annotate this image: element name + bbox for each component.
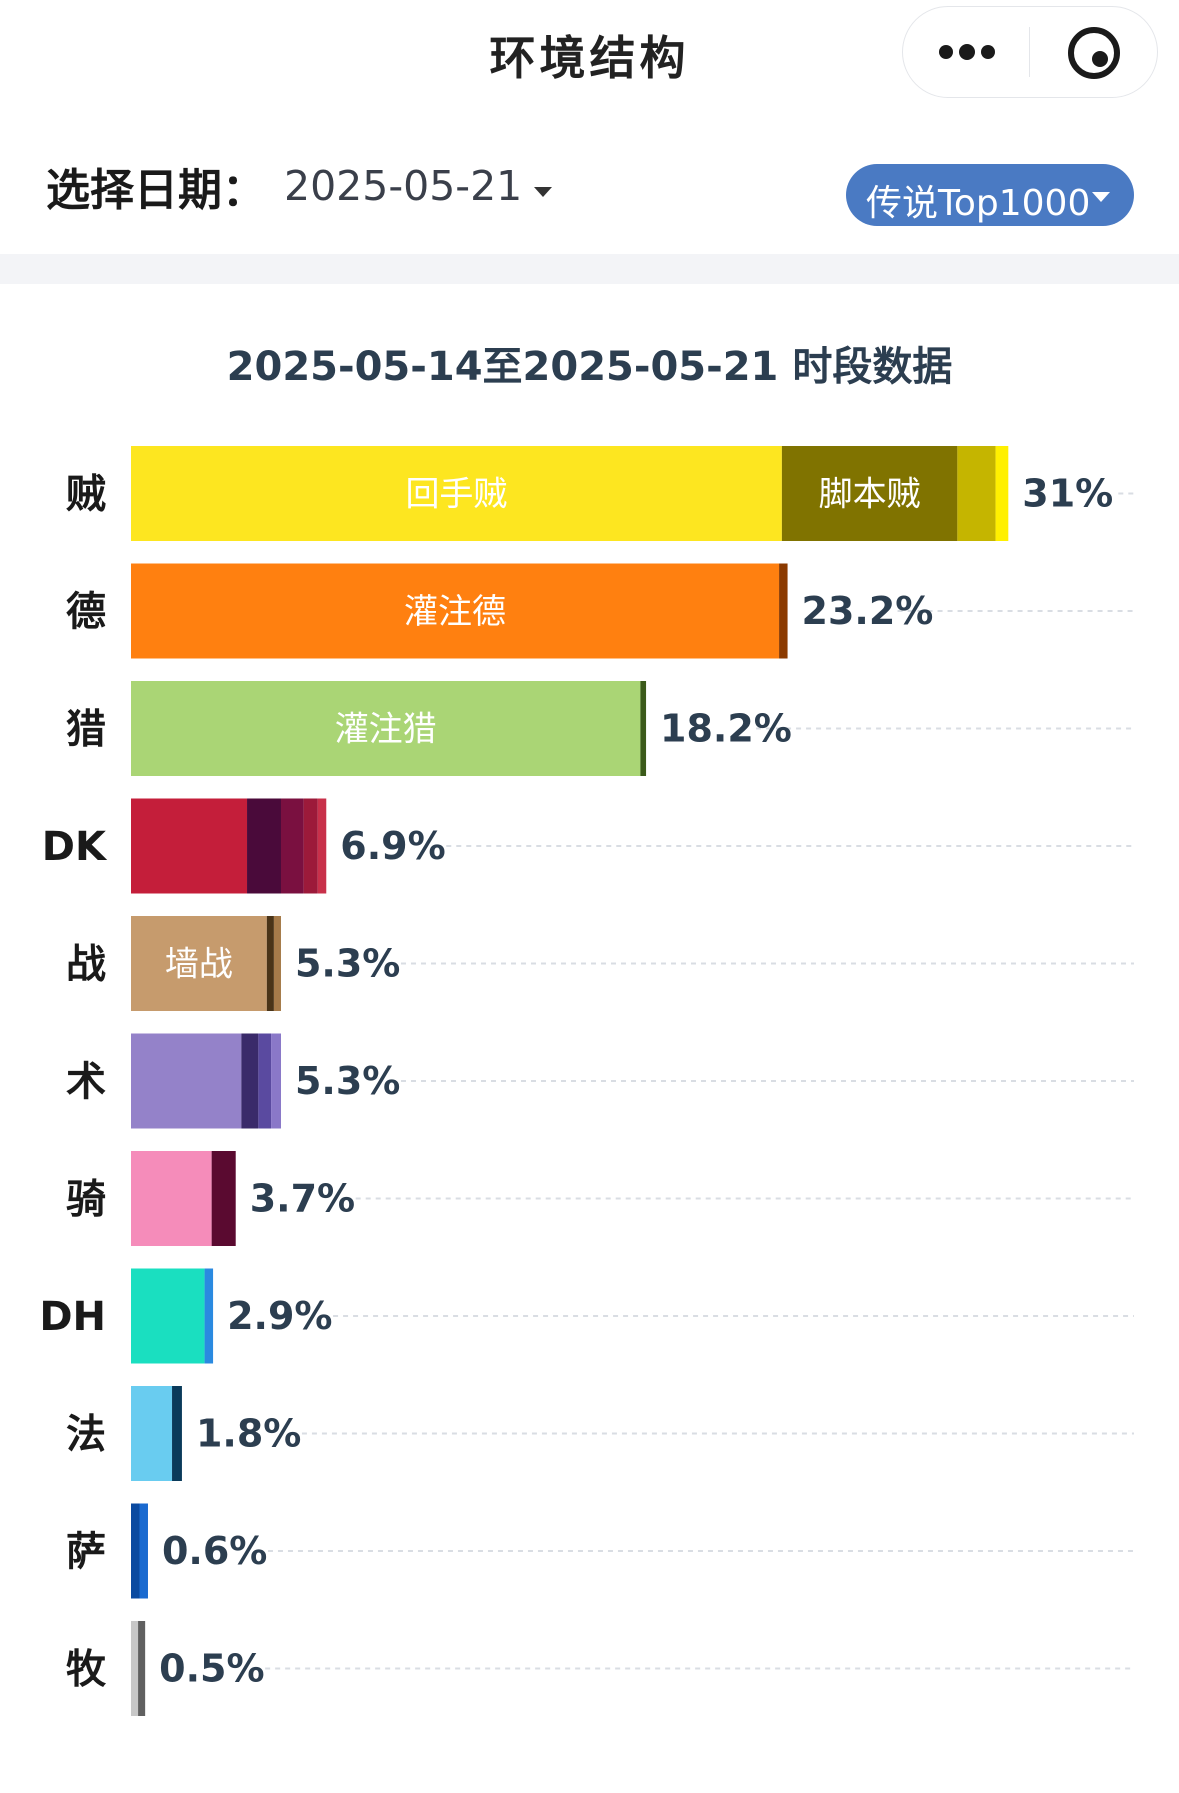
bar-segment bbox=[781, 446, 958, 541]
nav-bar: 环境结构 bbox=[0, 0, 1179, 110]
section-divider bbox=[0, 254, 1179, 284]
bar-value-label: 6.9% bbox=[340, 824, 445, 868]
bar-segment bbox=[779, 563, 788, 659]
filter-row: 选择日期： 2025-05-21 传说Top1000 bbox=[0, 140, 1179, 240]
segment-label: 灌注德 bbox=[404, 592, 506, 632]
category-label: 术 bbox=[66, 1059, 106, 1105]
category-label: 法 bbox=[66, 1412, 106, 1458]
bar-segment bbox=[317, 798, 327, 894]
segment-label: 墙战 bbox=[165, 945, 233, 985]
category-label: 猎 bbox=[66, 707, 106, 753]
date-label: 选择日期： bbox=[46, 165, 266, 216]
category-label: 牧 bbox=[66, 1647, 107, 1693]
bar-value-label: 3.7% bbox=[250, 1177, 355, 1221]
bar-segment bbox=[131, 1033, 242, 1129]
bar-segment bbox=[266, 916, 274, 1011]
bar-value-label: 1.8% bbox=[196, 1412, 301, 1456]
bar-segment bbox=[211, 1151, 236, 1246]
category-label: 德 bbox=[66, 589, 106, 635]
bar-segment bbox=[138, 1621, 146, 1716]
rank-select-label: 传说Top1000 bbox=[866, 183, 1091, 224]
bar-segment bbox=[131, 798, 248, 894]
bar-segment bbox=[131, 1386, 173, 1481]
target-circle-icon bbox=[1068, 27, 1120, 79]
bar-segment bbox=[131, 916, 267, 1011]
chart-title: 2025-05-14至2025-05-21 时段数据 bbox=[226, 344, 953, 390]
bar-segment bbox=[640, 681, 647, 776]
category-label: DK bbox=[42, 824, 108, 870]
bar-value-label: 5.3% bbox=[295, 942, 400, 986]
segment-label: 灌注猎 bbox=[335, 710, 437, 750]
mini-program-capsule bbox=[902, 6, 1158, 98]
close-button[interactable] bbox=[1030, 7, 1157, 97]
category-label: 骑 bbox=[66, 1177, 106, 1223]
bar-segment bbox=[131, 1621, 139, 1716]
category-label: 萨 bbox=[66, 1529, 106, 1575]
bar-value-label: 5.3% bbox=[295, 1059, 400, 1103]
bar-value-label: 23.2% bbox=[802, 589, 934, 633]
bar-value-label: 0.6% bbox=[162, 1529, 267, 1573]
bar-segment bbox=[271, 1033, 281, 1129]
bar-segment bbox=[995, 446, 1009, 541]
bar-segment bbox=[204, 1268, 214, 1364]
category-label: 贼 bbox=[66, 472, 106, 518]
bar-segment bbox=[131, 1503, 140, 1599]
bar-segment bbox=[131, 446, 782, 541]
rank-select-button[interactable]: 传说Top1000 bbox=[846, 164, 1134, 226]
page-title: 环境结构 bbox=[489, 31, 690, 85]
bar-segment bbox=[957, 446, 996, 541]
category-label: 战 bbox=[66, 942, 106, 988]
caret-down-icon bbox=[1092, 192, 1110, 202]
more-button[interactable] bbox=[903, 7, 1029, 97]
caret-down-icon[interactable] bbox=[534, 187, 552, 197]
bar-segment bbox=[172, 1386, 182, 1481]
bar-value-label: 0.5% bbox=[159, 1647, 264, 1691]
segment-label: 回手贼 bbox=[405, 475, 507, 515]
class-distribution-chart: 贼 回手贼 脚本贼 31% 德 灌注德 23.2% 猎 灌注猎 18.2% DK 6.9% 战 墙战 5.3… bbox=[39, 446, 1134, 1716]
bar-segment bbox=[280, 798, 304, 894]
bar-value-label: 2.9% bbox=[227, 1294, 332, 1338]
bar-segment bbox=[131, 681, 641, 776]
bar-segment bbox=[258, 1033, 272, 1129]
bar-segment bbox=[139, 1503, 148, 1599]
bar-segment bbox=[273, 916, 281, 1011]
category-label: DH bbox=[39, 1294, 106, 1340]
bar-segment bbox=[131, 563, 780, 659]
date-picker[interactable]: 2025-05-21 bbox=[284, 162, 523, 210]
bar-segment bbox=[241, 1033, 259, 1129]
segment-label: 脚本贼 bbox=[819, 475, 921, 515]
bar-segment bbox=[247, 798, 281, 894]
bar-value-label: 31% bbox=[1022, 472, 1113, 516]
capsule-divider bbox=[1029, 27, 1030, 77]
bar-segment bbox=[131, 1268, 205, 1364]
bar-value-label: 18.2% bbox=[660, 707, 792, 751]
bar-segment bbox=[303, 798, 318, 894]
bar-segment bbox=[131, 1151, 212, 1246]
